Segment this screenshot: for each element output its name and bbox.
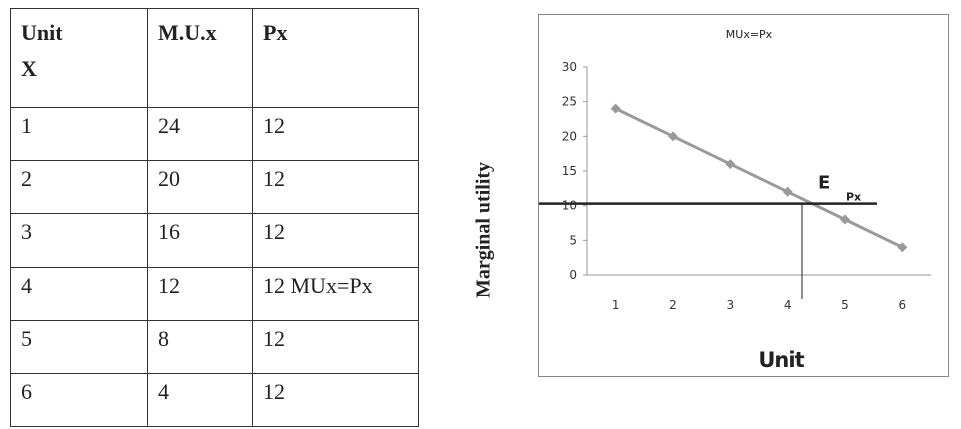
table-cell: 8: [147, 319, 253, 374]
equilibrium-label: E: [818, 173, 830, 194]
table-cell: 4: [10, 266, 148, 321]
table-cell: 24: [147, 106, 253, 162]
utility-table: Unit X M.U.x Px 1 24 12 2 20 12 3 16 12 4 12 12 MUx…: [10, 8, 419, 428]
header-unit-line1: Unit: [21, 20, 63, 45]
table-cell: 4: [147, 372, 253, 428]
table-row: 3 16 12: [10, 213, 419, 268]
x-tick-label: 5: [841, 298, 849, 312]
table-cell: 16: [147, 213, 253, 268]
chart-panel: MUx=Px 0 5 10 15 20 25 30 1 2 3 4 5 6 Unit Px E: [538, 14, 949, 377]
table-cell: 12: [252, 319, 419, 374]
x-tick-label: 4: [784, 298, 792, 312]
y-tick-label: 30: [562, 60, 577, 74]
header-px-label: Px: [263, 20, 288, 45]
table-cell: 12: [252, 106, 419, 162]
header-unit: Unit X: [10, 8, 148, 108]
mu-series-line: [615, 107, 903, 249]
table-cell: 2: [10, 160, 148, 215]
table-cell: 6: [10, 372, 148, 428]
header-px: Px: [252, 8, 419, 108]
x-tick-label: 3: [727, 298, 735, 312]
y-tick-label: 5: [569, 233, 577, 247]
header-unit-line2: X: [21, 56, 37, 81]
table-cell: 5: [10, 319, 148, 374]
table-cell: 20: [147, 160, 253, 215]
y-axis-label: Marginal utility: [472, 161, 495, 299]
x-tick-label: 1: [612, 298, 620, 312]
table-row: 2 20 12: [10, 160, 419, 215]
table-row: 4 12 12 MUx=Px: [10, 266, 419, 321]
table-cell: 12: [252, 160, 419, 215]
header-mux-label: M.U.x: [158, 20, 217, 45]
table-cell: 12 MUx=Px: [252, 266, 419, 321]
x-tick-label: 2: [669, 298, 677, 312]
chart-title: MUx=Px: [726, 28, 773, 41]
table-cell: 12: [252, 372, 419, 428]
data-point-marker: [668, 131, 678, 142]
table-cell: 1: [10, 106, 148, 162]
y-tick-label: 15: [562, 164, 577, 178]
table-cell: 12: [252, 213, 419, 268]
data-point-marker: [610, 103, 621, 114]
data-point-marker: [782, 186, 793, 197]
table-cell: 12: [147, 266, 253, 321]
header-mux: M.U.x: [147, 8, 253, 108]
mu-chart: MUx=Px 0 5 10 15 20 25 30 1 2 3 4 5 6 Unit Px E: [539, 28, 931, 372]
table-row: 5 8 12: [10, 319, 419, 374]
data-point-marker: [840, 214, 850, 225]
x-axis-label: Unit: [758, 348, 804, 372]
table-cell: 3: [10, 213, 148, 268]
data-point-marker: [897, 242, 908, 253]
y-tick-label: 25: [562, 95, 577, 109]
table-row: 6 4 12: [10, 372, 419, 428]
y-tick-label: 20: [562, 129, 577, 143]
data-point-marker: [725, 159, 736, 170]
table-row: 1 24 12: [10, 106, 419, 162]
x-tick-label: 6: [899, 298, 907, 312]
price-line-label: Px: [846, 191, 861, 204]
y-tick-label: 0: [569, 268, 577, 282]
table-header-row: Unit X M.U.x Px: [10, 8, 419, 108]
y-tick-label: 10: [562, 199, 577, 213]
